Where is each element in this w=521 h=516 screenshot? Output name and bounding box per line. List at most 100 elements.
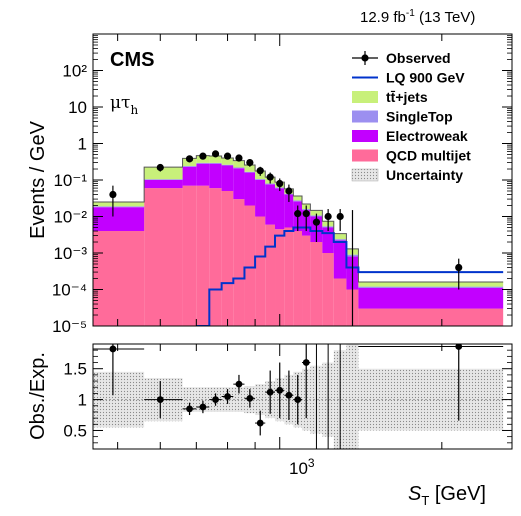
stack-bar bbox=[322, 227, 334, 253]
legend: Observed LQ 900 GeV tt̄+jets SingleTop Elect… bbox=[351, 50, 471, 183]
observed-point bbox=[302, 210, 310, 218]
ratio-point bbox=[276, 386, 284, 394]
ratio-point bbox=[266, 388, 274, 396]
stack-bar bbox=[209, 163, 222, 189]
stack-bar bbox=[244, 205, 256, 326]
stack-bar bbox=[144, 188, 183, 326]
observed-point bbox=[185, 155, 194, 163]
stack-bar bbox=[209, 188, 222, 326]
observed-point bbox=[109, 190, 117, 199]
observed-point bbox=[246, 158, 254, 167]
ratio-y-tick-label: 0.5 bbox=[63, 421, 87, 440]
lumi-label: 12.9 fb-1 (13 TeV) bbox=[360, 8, 475, 26]
stack-bar bbox=[221, 190, 234, 326]
experiment-label: CMS bbox=[110, 49, 154, 71]
stack-bar bbox=[358, 287, 504, 309]
stack-bar bbox=[233, 160, 245, 168]
legend-label: tt̄+jets bbox=[386, 89, 428, 105]
y-tick-label: 1 bbox=[78, 135, 87, 154]
stack-bar bbox=[310, 242, 323, 326]
y-tick-label: 10² bbox=[62, 62, 87, 81]
stack-bar bbox=[293, 231, 303, 326]
ratio-point bbox=[109, 345, 117, 353]
stack-bar bbox=[255, 179, 266, 180]
ratio-uncertainty-band bbox=[255, 384, 266, 416]
stack-bar bbox=[244, 171, 256, 173]
main-panel-frame bbox=[92, 33, 513, 327]
stack-bar bbox=[196, 163, 210, 186]
stack-bar bbox=[93, 201, 145, 207]
legend-swatch bbox=[352, 130, 378, 142]
stack-bar bbox=[209, 162, 222, 164]
stack-bar bbox=[275, 188, 285, 230]
stack-bar bbox=[265, 224, 276, 326]
ratio-point bbox=[224, 393, 231, 400]
legend-swatch bbox=[352, 110, 378, 123]
stack-bar bbox=[275, 229, 285, 326]
ratio-panel-frame bbox=[92, 343, 513, 450]
stack-bar bbox=[265, 183, 276, 185]
channel-label: μτh bbox=[110, 93, 138, 117]
observed-point bbox=[256, 167, 264, 175]
legend-label: Electroweak bbox=[386, 128, 468, 144]
y-tick-label: 10⁻³ bbox=[53, 244, 87, 263]
legend-swatch bbox=[352, 149, 378, 162]
observed-point bbox=[336, 212, 344, 221]
stack-bar bbox=[93, 206, 145, 208]
stack-bar bbox=[284, 194, 294, 228]
ratio-point bbox=[294, 396, 302, 403]
ratio-point bbox=[186, 405, 193, 413]
stack-bar bbox=[144, 167, 183, 180]
legend-uncertainty-swatch bbox=[351, 168, 379, 182]
ratio-point bbox=[212, 396, 219, 403]
x-axis-title: ST [GeV] bbox=[408, 483, 486, 508]
ratio-point bbox=[156, 396, 164, 403]
stack-bar bbox=[358, 286, 504, 288]
stack-bar bbox=[333, 240, 347, 279]
stack-bar bbox=[182, 165, 197, 167]
stack-bar bbox=[293, 195, 303, 201]
legend-observed-marker bbox=[361, 54, 369, 62]
stack-bar bbox=[196, 162, 210, 164]
stack-bar bbox=[333, 239, 347, 241]
stack-bar bbox=[358, 282, 504, 287]
ratio-point bbox=[455, 344, 463, 350]
x-tick-label: 103 bbox=[289, 456, 315, 478]
ratio-ylabel: Obs./Exp. bbox=[27, 352, 49, 440]
stack-bar bbox=[221, 157, 234, 165]
stack-bar bbox=[182, 185, 197, 326]
observed-point bbox=[199, 152, 207, 160]
observed-point bbox=[223, 152, 232, 160]
observed-point bbox=[266, 173, 274, 181]
signal-line bbox=[196, 226, 504, 326]
stack-bar bbox=[358, 308, 504, 326]
ratio-point bbox=[256, 419, 264, 427]
observed-point bbox=[312, 218, 321, 226]
stack-bar bbox=[233, 167, 245, 169]
legend-label: QCD multijet bbox=[386, 148, 471, 164]
stack-bar bbox=[244, 172, 256, 206]
observed-point bbox=[211, 150, 220, 158]
main-plot-area bbox=[93, 150, 504, 326]
stack-bar bbox=[233, 168, 245, 200]
observed-point bbox=[324, 212, 332, 221]
stack-bar bbox=[93, 231, 145, 326]
legend-label: LQ 900 GeV bbox=[386, 70, 465, 86]
main-ylabel: Events / GeV bbox=[27, 120, 49, 238]
y-tick-label: 10⁻² bbox=[53, 208, 87, 227]
ratio-point bbox=[199, 403, 207, 411]
ratio-uncertainty-band bbox=[346, 344, 359, 449]
stack-bar bbox=[333, 233, 347, 240]
observed-point bbox=[285, 187, 293, 195]
stack-bar bbox=[284, 227, 294, 326]
ratio-point bbox=[302, 359, 310, 366]
ratio-point bbox=[246, 394, 254, 402]
ratio-point bbox=[235, 380, 243, 388]
ratio-point bbox=[285, 391, 293, 399]
stack-bar bbox=[255, 216, 266, 326]
stack-bar bbox=[182, 166, 197, 186]
observed-point bbox=[455, 263, 463, 272]
y-tick-label: 10⁻¹ bbox=[53, 171, 87, 190]
y-tick-label: 10⁻⁵ bbox=[52, 317, 87, 336]
